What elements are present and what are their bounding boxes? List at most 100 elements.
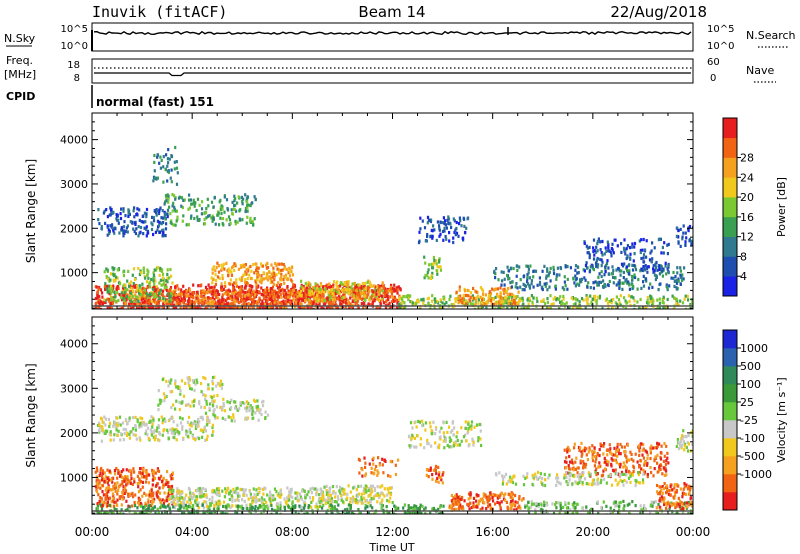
velocity-cell — [317, 505, 320, 509]
power-cell — [501, 297, 504, 301]
power-cell — [122, 294, 125, 299]
power-cell — [145, 215, 148, 219]
power-cell — [275, 291, 278, 295]
power-cell — [276, 262, 279, 266]
velocity-cell — [112, 494, 115, 498]
power-cell — [649, 300, 652, 304]
power-cell — [156, 155, 159, 159]
power-cell — [605, 297, 608, 301]
power-cell — [442, 216, 445, 220]
power-cell — [331, 305, 334, 309]
power-cell — [134, 293, 137, 297]
power-cell — [563, 280, 566, 284]
velocity-cell — [139, 467, 142, 471]
power-cell — [655, 274, 658, 279]
velocity-cell — [99, 503, 102, 507]
power-cell — [109, 224, 112, 228]
power-cell — [137, 225, 140, 229]
power-cell — [438, 257, 441, 261]
power-cell — [255, 282, 258, 286]
colorbar-tick-label: 12 — [740, 231, 754, 244]
power-cell — [455, 220, 458, 225]
power-cell — [607, 248, 610, 253]
power-cell — [650, 259, 653, 263]
power-cell — [149, 306, 152, 309]
velocity-cell — [306, 493, 309, 497]
velocity-cell — [113, 507, 116, 511]
power-cell — [605, 262, 609, 266]
power-cell — [617, 266, 620, 271]
velocity-cell — [192, 503, 195, 508]
power-cell — [654, 277, 657, 282]
power-cell — [159, 266, 162, 270]
power-cell — [328, 284, 331, 288]
velocity-cell — [152, 500, 155, 504]
power-cell — [672, 276, 675, 280]
power-cell — [608, 300, 611, 304]
freq-label: Freq. — [6, 54, 33, 67]
velocity-cell — [308, 496, 312, 500]
velocity-cell — [141, 471, 144, 475]
velocity-cell — [102, 493, 105, 497]
velocity-cell — [206, 504, 209, 509]
velocity-cell — [275, 490, 278, 494]
velocity-cell — [211, 499, 214, 503]
power-cell — [586, 251, 589, 255]
power-cell — [524, 284, 528, 288]
power-cell — [198, 218, 201, 222]
power-cell — [608, 279, 611, 284]
power-cell — [351, 282, 354, 286]
power-cell — [580, 280, 583, 284]
y-tick-label: 1000 — [60, 267, 88, 280]
power-cell — [236, 220, 239, 224]
velocity-cell — [152, 472, 155, 476]
power-cell — [384, 300, 388, 304]
power-cell — [401, 305, 404, 309]
velocity-cell — [182, 506, 186, 510]
power-cell — [124, 285, 127, 289]
power-cell — [255, 292, 258, 296]
power-cell — [176, 217, 179, 221]
power-cell — [531, 300, 534, 304]
power-cell — [112, 268, 115, 272]
power-cell — [534, 269, 538, 273]
velocity-cell — [153, 476, 157, 481]
power-cell — [485, 303, 488, 307]
power-cell — [294, 302, 297, 306]
power-cell — [297, 301, 300, 306]
power-cell — [602, 279, 605, 283]
power-cell — [632, 296, 635, 300]
velocity-cell — [164, 499, 167, 503]
power-cell — [688, 224, 692, 229]
velocity-cell — [194, 489, 197, 493]
power-cell — [211, 214, 214, 218]
velocity-cell — [127, 492, 130, 496]
power-cell — [152, 271, 155, 275]
velocity-cell — [342, 489, 345, 493]
velocity-cell — [137, 496, 140, 500]
power-cell — [280, 302, 283, 306]
power-cell — [105, 284, 109, 288]
velocity-cell — [267, 505, 270, 509]
power-cell — [432, 255, 435, 260]
power-cell — [124, 283, 127, 287]
power-cell — [639, 307, 642, 309]
velocity-cell — [243, 499, 246, 503]
power-cell — [664, 261, 667, 265]
power-cell — [192, 198, 195, 202]
power-cell — [153, 294, 156, 298]
velocity-cell — [117, 485, 120, 489]
power-cell — [439, 306, 442, 309]
power-cell — [500, 270, 503, 274]
power-cell — [307, 287, 310, 291]
power-cell — [497, 278, 500, 282]
power-cell — [500, 305, 503, 309]
power-cell — [179, 299, 182, 303]
velocity-cell — [364, 499, 367, 503]
velocity-cell — [186, 500, 189, 504]
power-cell — [515, 274, 518, 278]
velocity-cell — [174, 503, 177, 507]
power-cell — [185, 223, 188, 227]
power-cell — [283, 303, 286, 307]
power-cell — [113, 279, 116, 283]
